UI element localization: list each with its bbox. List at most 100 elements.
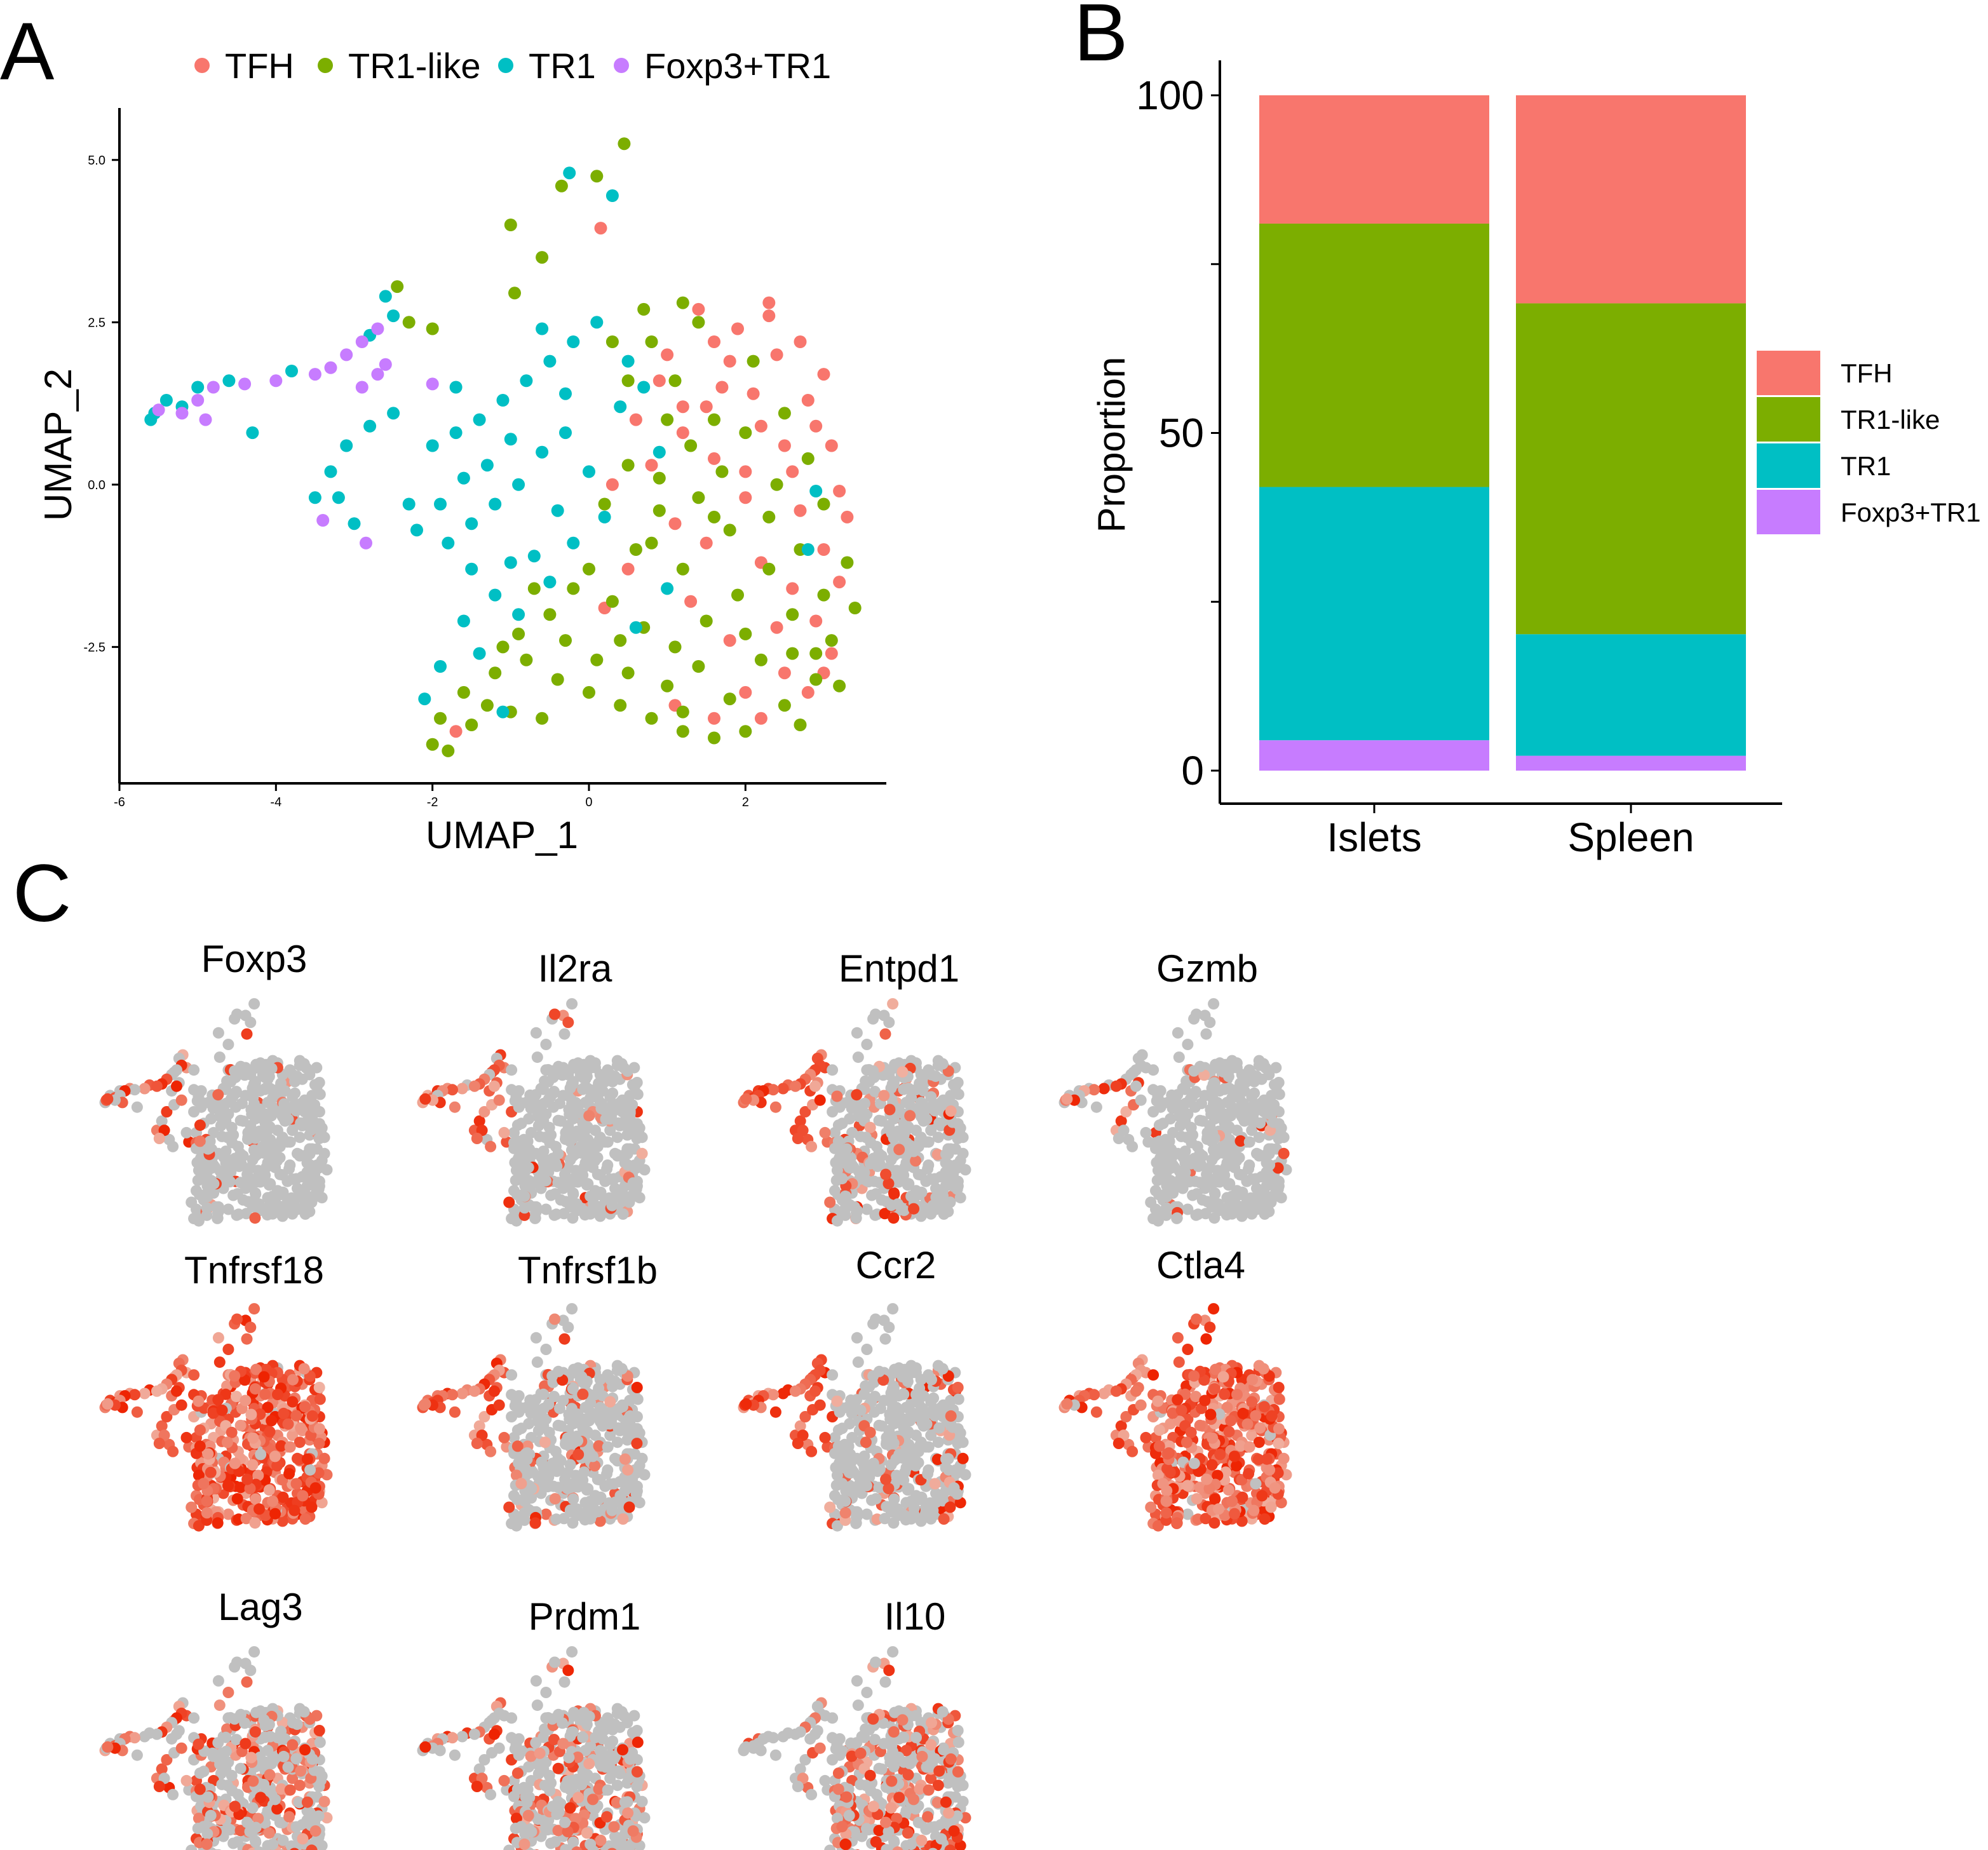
feature-point [888, 1188, 900, 1200]
feature-point [175, 1399, 187, 1411]
feature-point [945, 1105, 957, 1117]
umap-point-tr1 [426, 439, 439, 452]
feature-point [922, 1163, 934, 1175]
feature-point [1213, 1503, 1224, 1515]
feature-point [898, 1083, 910, 1095]
feature-plot-title: Il10 [884, 1595, 946, 1638]
umap-point-tr1-like [480, 699, 494, 712]
feature-point [229, 1800, 241, 1813]
umap-point-tr1 [536, 445, 549, 459]
umap-point-tr1-like [762, 562, 776, 576]
feature-point [194, 1135, 206, 1147]
feature-point [923, 1441, 935, 1453]
feature-point [546, 1713, 558, 1725]
umap-point-tfh [778, 439, 791, 452]
feature-point [839, 1202, 851, 1214]
feature-point [740, 1741, 752, 1753]
feature-point [896, 1066, 909, 1078]
feature-point [1130, 1385, 1142, 1397]
feature-point [627, 1825, 639, 1837]
feature-point [498, 1126, 510, 1138]
feature-point [552, 1419, 564, 1431]
feature-point [570, 1165, 582, 1177]
legend-label: TR1 [529, 46, 596, 86]
feature-point [908, 1203, 920, 1215]
umap-point-tr1 [465, 517, 478, 530]
feature-point [852, 1356, 864, 1368]
feature-point [565, 1432, 577, 1444]
feature-point [952, 1088, 964, 1100]
umap-point-tr1-like [653, 471, 666, 485]
feature-point [485, 1788, 497, 1800]
feature-point [605, 1717, 616, 1729]
umap-point-tr1 [559, 426, 572, 440]
feature-point [277, 1491, 289, 1503]
feature-point [952, 1133, 964, 1145]
feature-point [1225, 1415, 1237, 1427]
feature-point [193, 1090, 205, 1102]
feature-point [207, 1102, 219, 1114]
feature-point [1088, 1389, 1100, 1401]
feature-point [861, 1203, 873, 1215]
feature-point [577, 1083, 589, 1095]
feature-point [1098, 1083, 1110, 1095]
feature-point [630, 1162, 642, 1174]
feature-point [530, 1089, 542, 1101]
feature-point [587, 1145, 598, 1158]
feature-point [957, 1147, 969, 1159]
feature-point [608, 1478, 620, 1490]
feature-point [234, 1762, 247, 1774]
feature-point [792, 1781, 804, 1792]
bar-segment-tr1 [1516, 634, 1746, 756]
feature-point [539, 1131, 551, 1144]
feature-point [557, 1090, 569, 1102]
feature-plot-foxp3: Foxp3 [99, 938, 333, 1227]
feature-point [546, 1457, 558, 1469]
feature-point [248, 1303, 260, 1315]
feature-point [534, 1404, 546, 1416]
umap-point-tr1-like [684, 439, 698, 452]
feature-point [883, 1016, 895, 1029]
umap-point-tr1 [363, 419, 377, 433]
umap-point-tr1-like [786, 608, 799, 621]
umap-point-tr1-like [739, 426, 752, 440]
feature-point [892, 1503, 903, 1515]
feature-point [595, 1407, 607, 1419]
feature-point [888, 1383, 900, 1395]
umap-point-tr1-like [621, 374, 635, 388]
feature-point [314, 1393, 326, 1405]
feature-point [1250, 1105, 1262, 1117]
feature-point [606, 1504, 618, 1516]
feature-point [935, 1490, 947, 1502]
feature-point [943, 1159, 955, 1171]
feature-point [449, 1406, 461, 1418]
feature-point [604, 1124, 616, 1137]
feature-point [1208, 998, 1220, 1010]
feature-point [175, 1742, 187, 1754]
feature-point [827, 1064, 839, 1076]
feature-point [1219, 1083, 1231, 1095]
feature-point [1191, 1008, 1202, 1020]
feature-point [1205, 1104, 1217, 1116]
feature-point [789, 1728, 801, 1740]
feature-point [1208, 1517, 1221, 1529]
umap-point-tr1 [801, 543, 815, 556]
feature-point [1182, 1039, 1194, 1050]
umap-point-tr1-like [618, 137, 631, 151]
feature-point [564, 1154, 576, 1166]
feature-point [1207, 1127, 1219, 1139]
feature-point [861, 1344, 873, 1355]
feature-point [590, 1389, 601, 1400]
feature-point [1236, 1186, 1248, 1198]
umap-point-tr1-like [653, 504, 666, 517]
feature-point [275, 1135, 287, 1147]
feature-point [1273, 1422, 1285, 1435]
feature-point [1204, 1016, 1216, 1029]
feature-point [931, 1149, 943, 1161]
feature-point [1264, 1159, 1276, 1171]
feature-point [631, 1438, 643, 1450]
feature-point [572, 1792, 585, 1804]
feature-point [1182, 1344, 1194, 1355]
feature-point [623, 1501, 635, 1513]
feature-point [449, 1749, 461, 1761]
